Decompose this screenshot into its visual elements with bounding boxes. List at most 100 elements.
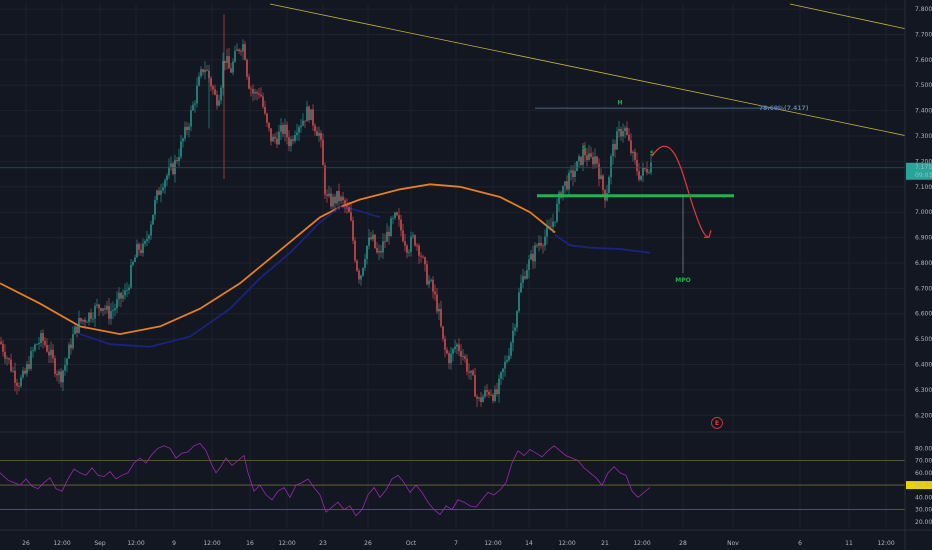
candle-body: [306, 106, 308, 122]
time-tick-label: 7: [454, 540, 458, 547]
candle-body: [70, 344, 72, 349]
candle-body: [528, 259, 530, 271]
price-tick-label: 7.200: [915, 158, 932, 165]
pattern-label: H: [617, 99, 622, 106]
candle-body: [54, 358, 56, 374]
candle-body: [396, 212, 398, 216]
candle-body: [450, 353, 452, 364]
price-tick-label: 7.400: [915, 108, 932, 115]
candle-body: [414, 235, 416, 246]
rsi-line: [0, 442, 651, 517]
candle-body: [158, 190, 160, 195]
candle-body: [262, 96, 264, 107]
candle-body: [612, 144, 614, 157]
candle-body: [224, 61, 226, 63]
candle-body: [496, 389, 498, 395]
candle-body: [524, 276, 526, 279]
candle-body: [552, 221, 554, 227]
candle-body: [140, 249, 142, 254]
candle-body: [118, 292, 120, 300]
time-tick-label: 12:00: [53, 540, 70, 547]
candle-body: [196, 85, 198, 104]
candle-body: [644, 167, 646, 169]
candle-body: [520, 282, 522, 293]
candle-body: [108, 305, 110, 319]
candle-body: [504, 361, 506, 369]
candle-body: [428, 280, 430, 285]
candle-body: [362, 267, 364, 276]
candle-body: [206, 69, 208, 71]
candle-body: [506, 360, 508, 362]
candle-body: [146, 238, 148, 242]
candle-body: [402, 230, 404, 242]
candle-body: [184, 126, 186, 139]
candle-body: [584, 149, 586, 156]
event-marker-label: E: [715, 420, 719, 427]
candle-body: [536, 245, 538, 247]
candle-body: [314, 125, 316, 132]
candle-body: [398, 215, 400, 220]
resistance-label: 78.60%(7.417): [759, 105, 809, 112]
candle-body: [446, 349, 448, 354]
candle-body: [572, 170, 574, 178]
candle-body: [296, 132, 298, 136]
candle-body: [44, 340, 46, 345]
event-marker-icon[interactable]: [711, 417, 723, 429]
candle-body: [80, 318, 82, 322]
candle-body: [646, 168, 648, 173]
candle-body: [470, 370, 472, 373]
trendline-main[interactable]: [269, 3, 932, 142]
candle-body: [42, 333, 44, 341]
candle-body: [412, 235, 414, 237]
candle-body: [442, 326, 444, 339]
candle-body: [166, 175, 168, 181]
time-tick-label: 9: [172, 540, 176, 547]
candle-body: [372, 234, 374, 240]
candle-body: [458, 344, 460, 352]
candle-body: [298, 127, 300, 133]
time-tick-label: 6: [798, 540, 802, 547]
candle-body: [152, 214, 154, 225]
price-tick-label: 7.700: [915, 31, 932, 38]
time-tick-label: 12:00: [203, 540, 220, 547]
candle-body: [104, 308, 106, 310]
candle-body: [32, 350, 34, 352]
price-tick-label: 6.600: [915, 311, 932, 318]
candle-body: [466, 358, 468, 372]
candle-body: [192, 104, 194, 111]
candle-body: [292, 139, 294, 141]
drawings[interactable]: 78.60%(7.417) MPO S H S E: [0, 3, 932, 429]
time-tick-label: 12:00: [484, 540, 501, 547]
candle-body: [128, 287, 130, 291]
rsi-panel[interactable]: [0, 431, 932, 517]
candle-body: [84, 319, 86, 323]
rsi-value-tag-text: 50.00: [915, 482, 932, 489]
candle-body: [316, 131, 318, 136]
price-tick-label: 6.900: [915, 235, 932, 242]
candle-body: [56, 373, 58, 376]
candle-body: [236, 49, 238, 51]
candle-body: [220, 87, 222, 101]
candle-body: [114, 308, 116, 311]
candle-body: [186, 126, 188, 131]
candle-body: [36, 344, 38, 345]
candle-body: [448, 353, 450, 364]
price-tick-label: 6.500: [915, 336, 932, 343]
candle-body: [218, 100, 220, 106]
projection-arrow[interactable]: [651, 145, 709, 237]
candles: [0, 14, 652, 408]
candle-body: [370, 237, 372, 240]
candle-body: [0, 341, 2, 344]
candle-body: [162, 187, 164, 191]
candle-body: [486, 390, 488, 392]
time-tick-label: 26: [22, 540, 30, 547]
time-tick-label: 23: [319, 540, 327, 547]
candle-body: [110, 311, 112, 319]
candle-body: [76, 326, 78, 333]
candle-body: [586, 155, 588, 160]
candle-body: [16, 382, 18, 386]
candle-body: [622, 131, 624, 137]
candle-body: [62, 370, 64, 383]
candle-body: [610, 156, 612, 178]
